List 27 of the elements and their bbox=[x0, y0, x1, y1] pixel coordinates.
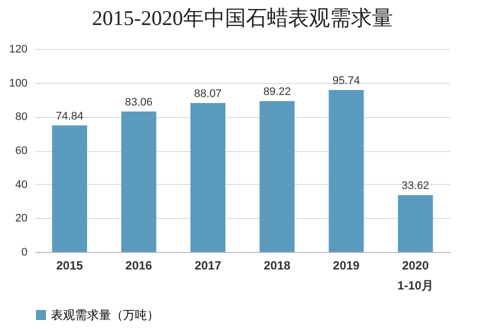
data-label: 74.84 bbox=[56, 110, 84, 122]
data-label: 89.22 bbox=[263, 86, 291, 98]
x-tick-label: 2018 bbox=[264, 258, 291, 272]
x-tick-label: 2015 bbox=[56, 258, 84, 272]
bar bbox=[260, 101, 295, 252]
y-tick-label: 120 bbox=[9, 44, 28, 56]
chart-title: 2015-2020年中国石蜡表观需求量 bbox=[92, 6, 393, 30]
bar bbox=[328, 90, 364, 252]
y-tick-label: 40 bbox=[15, 178, 28, 191]
data-label: 33.62 bbox=[402, 180, 430, 192]
y-tick-label: 60 bbox=[15, 145, 28, 157]
x-tick-label: 2016 bbox=[125, 258, 152, 272]
x-tick-label: 2017 bbox=[194, 258, 222, 272]
y-tick-label: 100 bbox=[9, 77, 28, 90]
bar bbox=[398, 195, 433, 252]
bar bbox=[121, 111, 156, 252]
legend-label: 表观需求量（万吨） bbox=[51, 308, 159, 322]
y-tick-label: 20 bbox=[15, 212, 28, 225]
x-tick-label: 2019 bbox=[332, 258, 360, 272]
y-tick-label: 80 bbox=[15, 111, 28, 124]
bar bbox=[190, 103, 226, 252]
data-label: 95.74 bbox=[332, 75, 360, 88]
data-label: 83.06 bbox=[124, 96, 153, 108]
y-tick-label: 0 bbox=[21, 246, 28, 258]
bar bbox=[52, 125, 88, 252]
data-label: 88.07 bbox=[194, 88, 222, 100]
x-tick-label: 2020 1-10月 bbox=[397, 258, 434, 292]
